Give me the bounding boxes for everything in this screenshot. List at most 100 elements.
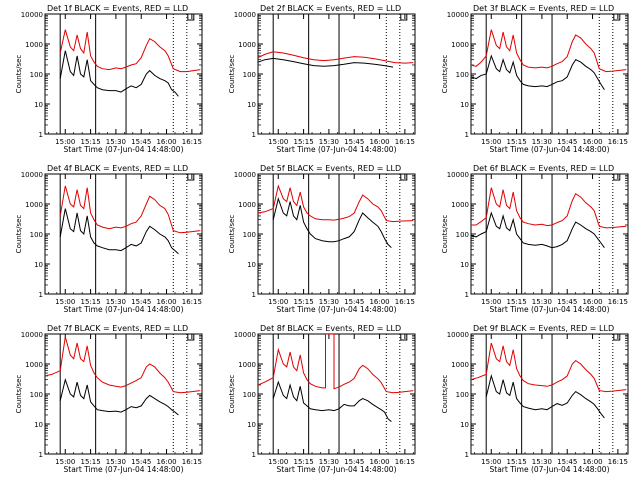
y-tick-label: 100 (456, 231, 469, 239)
x-tick-label: 15:15 (293, 298, 313, 306)
x-tick-label: 15:30 (319, 138, 339, 146)
y-tick-label: 100 (456, 71, 469, 79)
x-tick-label: 15:15 (506, 138, 526, 146)
plot-title: Det 4f BLACK = Events, RED = LLD (47, 164, 188, 173)
y-axis-label: Counts/sec (15, 55, 23, 94)
y-tick-label: 1000 (451, 361, 469, 369)
y-tick-label: 100 (30, 391, 43, 399)
plot-frame (470, 13, 629, 135)
corner-marker-box (400, 333, 408, 341)
x-tick-label: 15:15 (80, 458, 100, 466)
series-line-lld (258, 51, 414, 64)
y-tick-label: 1000 (25, 41, 43, 49)
y-tick-label: 1 (465, 291, 469, 299)
x-axis-label: Start Time (07-Jun-04 14:48:00) (64, 465, 184, 474)
series-line-lld (471, 29, 627, 73)
y-tick-label: 10000 (21, 171, 43, 179)
corner-marker-box (613, 333, 621, 341)
series-line-events (59, 377, 179, 416)
x-tick-label: 15:15 (506, 298, 526, 306)
x-tick-label: 15:45 (131, 298, 151, 306)
plot-title: Det 1f BLACK = Events, RED = LLD (47, 4, 188, 13)
corner-marker-box (400, 173, 408, 181)
x-tick-label: 16:00 (582, 458, 602, 466)
y-axis-label: Counts/sec (228, 375, 236, 414)
y-tick-label: 10 (460, 421, 469, 429)
plot-title: Det 8f BLACK = Events, RED = LLD (260, 324, 401, 333)
plot-title: Det 3f BLACK = Events, RED = LLD (473, 4, 614, 13)
plot-frame (257, 333, 416, 455)
y-tick-label: 10000 (21, 331, 43, 339)
x-tick-label: 15:45 (131, 458, 151, 466)
x-tick-label: 15:15 (506, 458, 526, 466)
detector-panel-6: Det 6f BLACK = Events, RED = LLD 1 10 100 10… (441, 164, 629, 314)
corner-marker-box (187, 333, 195, 341)
corner-marker-box (613, 173, 621, 181)
x-tick-label: 15:30 (532, 458, 552, 466)
y-tick-label: 1 (39, 131, 43, 139)
y-axis-label: Counts/sec (15, 215, 23, 254)
x-tick-label: 16:15 (182, 458, 202, 466)
x-axis-label: Start Time (07-Jun-04 14:48:00) (64, 305, 184, 314)
y-tick-label: 10 (34, 261, 43, 269)
y-axis-label: Counts/sec (441, 375, 449, 414)
y-tick-label: 100 (30, 71, 43, 79)
plot-frame (44, 173, 203, 295)
x-tick-label: 15:45 (557, 458, 577, 466)
x-axis-label: Start Time (07-Jun-04 14:48:00) (277, 465, 397, 474)
x-tick-label: 15:00 (268, 138, 288, 146)
detector-panel-7: Det 7f BLACK = Events, RED = LLD 1 10 100 10… (15, 324, 203, 474)
detector-panel-4: Det 4f BLACK = Events, RED = LLD 1 10 100 10… (15, 164, 203, 314)
x-tick-label: 15:30 (106, 298, 126, 306)
plot-frame (257, 173, 416, 295)
y-tick-label: 1 (252, 131, 256, 139)
plot-frame (470, 173, 629, 295)
y-tick-label: 10000 (234, 171, 256, 179)
y-tick-label: 1000 (451, 41, 469, 49)
x-tick-label: 15:00 (481, 458, 501, 466)
x-tick-label: 15:00 (481, 298, 501, 306)
y-tick-label: 1 (252, 291, 256, 299)
series-line-lld (59, 185, 201, 234)
x-tick-label: 15:00 (268, 458, 288, 466)
series-line-events (471, 211, 605, 249)
x-tick-label: 15:30 (106, 458, 126, 466)
x-tick-label: 15:30 (532, 298, 552, 306)
y-tick-label: 10 (247, 421, 256, 429)
series-line-lld (258, 184, 414, 223)
y-tick-label: 1 (252, 451, 256, 459)
series-line-events (485, 374, 605, 419)
y-axis-label: Counts/sec (15, 375, 23, 414)
plot-title: Det 2f BLACK = Events, RED = LLD (260, 4, 401, 13)
x-tick-label: 16:00 (369, 138, 389, 146)
x-axis-label: Start Time (07-Jun-04 14:48:00) (277, 145, 397, 154)
x-tick-label: 16:00 (156, 458, 176, 466)
series-line-events (272, 380, 392, 422)
y-tick-label: 100 (243, 231, 256, 239)
series-line-events (59, 208, 179, 255)
y-tick-label: 1000 (238, 41, 256, 49)
detector-panel-3: Det 3f BLACK = Events, RED = LLD 1 10 100 10… (441, 4, 629, 154)
y-axis-label: Counts/sec (441, 215, 449, 254)
y-tick-label: 10 (247, 261, 256, 269)
plot-frame (44, 13, 203, 135)
detector-panel-2: Det 2f BLACK = Events, RED = LLD 1 10 100 10… (228, 4, 416, 154)
x-tick-label: 16:15 (182, 138, 202, 146)
y-tick-label: 1000 (25, 361, 43, 369)
plot-frame (44, 333, 203, 455)
x-tick-label: 15:45 (344, 458, 364, 466)
plot-title: Det 5f BLACK = Events, RED = LLD (260, 164, 401, 173)
y-tick-label: 100 (243, 391, 256, 399)
y-tick-label: 1000 (25, 201, 43, 209)
detector-panel-9: Det 9f BLACK = Events, RED = LLD 1 10 100 10… (441, 324, 629, 474)
x-axis-label: Start Time (07-Jun-04 14:48:00) (64, 145, 184, 154)
x-tick-label: 15:30 (319, 298, 339, 306)
x-tick-label: 16:00 (369, 298, 389, 306)
y-tick-label: 10000 (234, 331, 256, 339)
y-tick-label: 1 (39, 291, 43, 299)
x-tick-label: 15:30 (106, 138, 126, 146)
x-axis-label: Start Time (07-Jun-04 14:48:00) (490, 145, 610, 154)
detector-panel-1: Det 1f BLACK = Events, RED = LLD 1 10 100 10… (15, 4, 203, 154)
